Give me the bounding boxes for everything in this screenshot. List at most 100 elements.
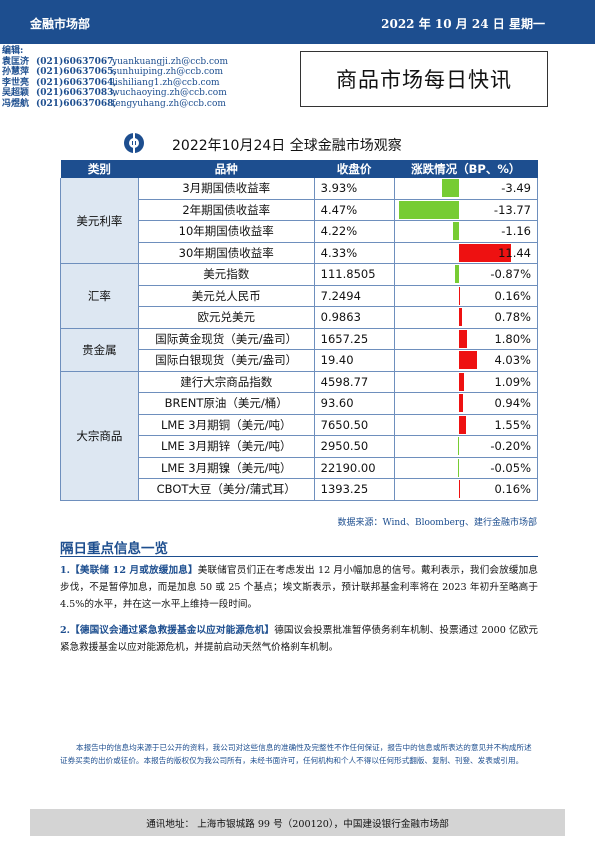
editor-email[interactable]: sunhuiping.zh@ccb.com (112, 67, 223, 78)
change-bar (442, 179, 459, 197)
ccb-logo-icon (124, 132, 144, 154)
editor-email[interactable]: fengyuhang.zh@ccb.com (112, 98, 226, 109)
change-cell: 1.55% (394, 414, 539, 436)
table-row: 欧元兑美元 0.9863 0.78% (61, 306, 539, 329)
news-body: 德国议会投票批准暂停债务刹车机制、投票通过 2000 亿欧元紧急救援基金以应对能… (60, 625, 539, 653)
table-row: 美元利率 3月期国债收益率 3.93% -3.49 (60, 178, 539, 264)
header-change: 涨跌情况（BP、%） (394, 160, 538, 178)
change-cell: -0.20% (394, 435, 539, 458)
change-bar (453, 222, 459, 240)
close-value: 22190.00 (314, 457, 395, 479)
change-value: 0.94% (494, 396, 531, 410)
change-value: -0.05% (490, 460, 531, 475)
report-date: 2022 年 10 月 24 日 星期一 (381, 17, 545, 31)
change-value: 1.55% (494, 417, 531, 432)
item-name: 国际白银现货（美元/盎司） (138, 349, 315, 372)
item-name: 美元兑人民币 (138, 285, 315, 307)
item-name: 建行大宗商品指数 (138, 371, 315, 393)
change-value: 4.03% (494, 353, 531, 367)
top-banner: 金融市场部 2022 年 10 月 24 日 星期一 (0, 0, 595, 44)
change-cell: 0.16% (394, 478, 539, 501)
close-value: 4.33% (314, 242, 395, 264)
news-item: 1.【美联储 12 月或放缓加息】美联储官员们正在考虑发出 12 月小幅加息的信… (60, 562, 538, 613)
department-label: 金融市场部 (30, 17, 91, 31)
change-cell: 1.09% (394, 371, 539, 393)
change-cell: 0.78% (394, 306, 539, 329)
table-row: 30年期国债收益率 4.33% 11.44 (61, 242, 539, 264)
editor-name: 吴超颖 (2, 88, 30, 99)
item-name: 3月期国债收益率 (138, 178, 315, 200)
change-value: -0.87% (490, 267, 531, 281)
change-bar (458, 415, 466, 434)
news-headline: 2.【德国议会通过紧急救援基金以应对能源危机】 (60, 625, 275, 636)
item-name: LME 3月期锌（美元/吨） (138, 435, 315, 458)
change-value: 0.78% (494, 310, 531, 324)
category-cell: 贵金属 (60, 328, 139, 372)
editor-phone: (021)60637065, (36, 67, 117, 78)
item-name: 欧元兑美元 (138, 306, 315, 329)
change-cell: -0.05% (394, 457, 539, 479)
close-value: 1657.25 (314, 328, 395, 350)
editors-label: 编辑: (2, 46, 24, 56)
editor-name: 李世亮 (2, 77, 30, 88)
item-name: LME 3月期铜（美元/吨） (138, 414, 315, 436)
market-table: 类别 品种 收盘价 涨跌情况（BP、%） 美元利率 3月期国债收益率 3.93% -3… (60, 160, 539, 501)
change-bar (458, 351, 478, 369)
table-row: 国际白银现货（美元/盎司） 19.40 4.03% (61, 349, 539, 372)
data-source: 数据来源：Wind、Bloomberg、建行金融市场部 (337, 518, 537, 528)
change-value: 0.16% (494, 288, 531, 303)
item-name: 10年期国债收益率 (138, 220, 315, 243)
disclaimer: 本报告中的信息均来源于已公开的资料，我公司对这些信息的准确性及完整性不作任何保证… (60, 743, 532, 765)
editor-email[interactable]: yuankuangji.zh@ccb.com (112, 56, 228, 67)
editor-phone: (021)60637064, (36, 77, 117, 88)
change-cell: 1.80% (394, 328, 539, 350)
editor-phone: (021)60637068, (36, 98, 117, 109)
news-item: 2.【德国议会通过紧急救援基金以应对能源危机】德国议会投票批准暂停债务刹车机制、… (60, 622, 538, 656)
item-name: LME 3月期镍（美元/吨） (138, 457, 315, 479)
item-name: 美元指数 (138, 263, 315, 286)
news-body: 美联储官员们正在考虑发出 12 月小幅加息的信号。戴利表示，我们会放缓加息步伐，… (60, 565, 539, 610)
news-headline: 1.【美联储 12 月或放缓加息】 (60, 565, 198, 576)
editor-phone: (021)60637083, (36, 88, 117, 99)
table-header-row: 类别 品种 收盘价 涨跌情况（BP、%） (60, 160, 538, 178)
section-divider (60, 556, 538, 557)
table-row: CBOT大豆（美分/蒲式耳） 1393.25 0.16% (61, 478, 539, 501)
editor-row: 冯煜航 (021)60637068,fengyuhang.zh@ccb.com (2, 99, 302, 110)
close-value: 7650.50 (314, 414, 395, 436)
close-value: 1393.25 (314, 478, 395, 501)
table-row: 2年期国债收益率 4.47% -13.77 (61, 199, 539, 221)
change-bar (458, 480, 460, 498)
item-name: 国际黄金现货（美元/盎司） (138, 328, 315, 350)
editor-list: 编辑: 袁匡济 (021)60637067,yuankuangji.zh@ccb.… (2, 46, 302, 110)
change-value: -3.49 (501, 181, 531, 195)
close-value: 3.93% (314, 178, 395, 200)
item-name: 30年期国债收益率 (138, 242, 315, 264)
change-value: 1.80% (494, 331, 531, 346)
change-value: 0.16% (494, 482, 531, 496)
table-row: BRENT原油（美元/桶） 93.60 0.94% (61, 392, 539, 415)
change-cell: 0.16% (394, 285, 539, 307)
footer-address: 通讯地址： 上海市银城路 99 号（200120），中国建设银行金融市场部 (30, 809, 565, 836)
change-value: -0.20% (490, 439, 531, 453)
change-bar (457, 437, 459, 455)
editor-row: 吴超颖 (021)60637083,wuchaoying.zh@ccb.com (2, 88, 302, 99)
change-bar (458, 394, 463, 412)
close-value: 19.40 (314, 349, 395, 372)
editor-email[interactable]: lishiliang1.zh@ccb.com (112, 77, 220, 88)
close-value: 0.9863 (314, 306, 395, 329)
table-title: 2022年10月24日 全球金融市场观察 (172, 138, 402, 154)
change-bar (458, 372, 464, 391)
change-bar (398, 200, 459, 219)
table-row: 大宗商品 建行大宗商品指数 4598.77 1.09% (60, 371, 539, 501)
table-row: 汇率 美元指数 111.8505 -0.87% (60, 263, 539, 329)
table-row: 贵金属 国际黄金现货（美元/盎司） 1657.25 1.80% (60, 328, 539, 372)
change-bar (454, 265, 459, 283)
change-cell: -1.16 (394, 220, 539, 243)
editor-row: 李世亮 (021)60637064,lishiliang1.zh@ccb.com (2, 78, 302, 89)
report-title: 商品市场每日快讯 (300, 51, 548, 107)
header-category: 类别 (60, 160, 139, 178)
change-cell: 0.94% (394, 392, 539, 415)
editor-email[interactable]: wuchaoying.zh@ccb.com (112, 88, 227, 99)
change-value: -13.77 (493, 202, 531, 217)
header-close: 收盘价 (314, 160, 395, 178)
